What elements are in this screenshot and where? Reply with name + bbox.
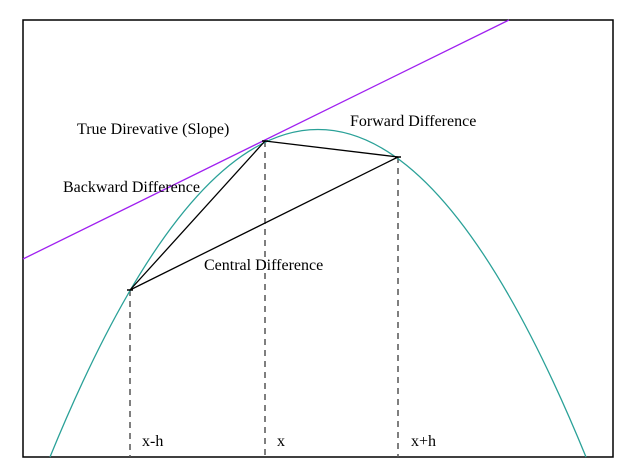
backward-difference-line <box>129 140 266 291</box>
function-curve <box>49 128 587 458</box>
x-minus-h-label: x-h <box>142 433 163 450</box>
x-plus-h-label: x+h <box>411 433 436 450</box>
central-difference-label: Central Difference <box>204 257 323 274</box>
forward-difference-line <box>264 140 399 158</box>
true-derivative-label: True Direvative (Slope) <box>77 121 229 138</box>
x-label: x <box>277 433 285 450</box>
plot-frame <box>22 19 614 458</box>
central-difference-line <box>129 156 399 291</box>
forward-difference-label: Forward Difference <box>350 113 476 130</box>
backward-difference-label: Backward Difference <box>63 179 200 196</box>
tangent-line <box>22 19 510 260</box>
